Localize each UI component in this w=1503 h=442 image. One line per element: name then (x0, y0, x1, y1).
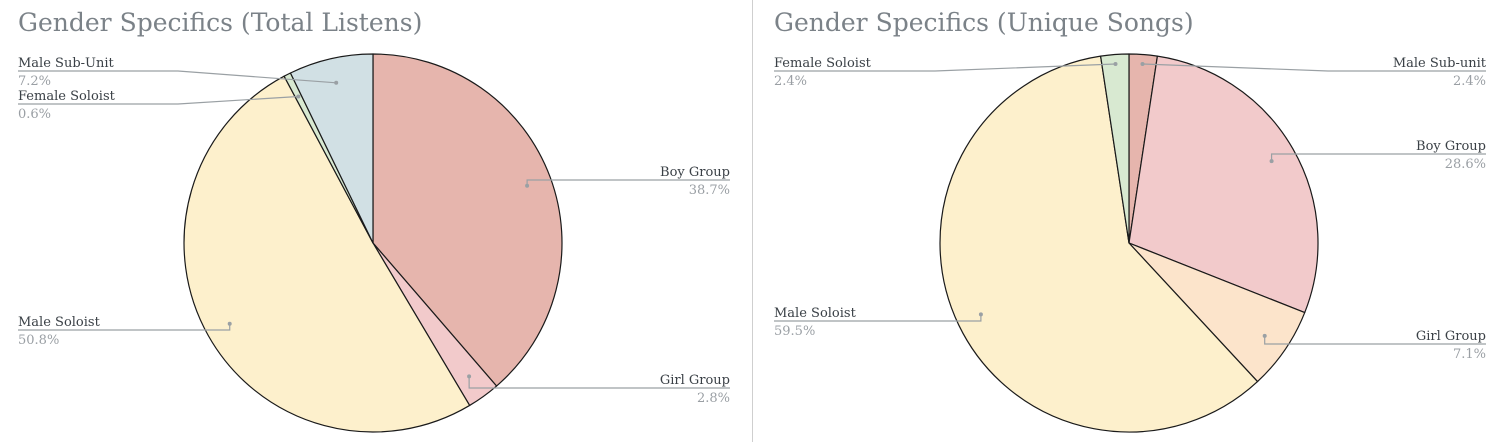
slice-name-label: Female Soloist (18, 89, 116, 104)
slice-name-label: Girl Group (660, 373, 730, 388)
leader-line (1142, 63, 1486, 72)
leader-dot (1140, 62, 1145, 66)
leader-dot (227, 321, 232, 326)
leader-line (1264, 335, 1486, 345)
leader-dot (334, 80, 339, 85)
leader-line (468, 376, 730, 389)
slice-name-label: Boy Group (660, 165, 730, 180)
leader-dot (467, 374, 472, 379)
slice-value-label: 50.8% (18, 333, 59, 348)
chart-title: Gender Specifics (Unique Songs) (774, 8, 1194, 37)
leader-dot (1262, 333, 1267, 338)
slice-label-female-soloist: Female Soloist 0.6% (18, 89, 301, 122)
leader-line (1270, 153, 1486, 162)
pie-slice-boy-group (372, 53, 563, 387)
slice-name-label: Male Sub-unit (1393, 56, 1487, 71)
leader-line (18, 95, 299, 105)
slice-label-male-soloist: Male Soloist 50.8% (18, 315, 232, 348)
slice-value-label: 59.5% (774, 324, 815, 339)
slice-value-label: 2.4% (774, 74, 807, 89)
chart-panel-total-listens: Gender Specifics (Total Listens) Boy Gro… (18, 8, 730, 433)
pie-slice-female-soloist (1100, 53, 1130, 244)
leader-line (18, 70, 337, 84)
slice-label-male-sub-unit: Male Sub-Unit 7.2% (18, 56, 339, 89)
slice-label-female-soloist: Female Soloist 2.4% (774, 56, 1118, 89)
slice-name-label: Male Sub-Unit (18, 56, 115, 71)
pie-chart-total-listens: Boy Group 38.7% Girl Group 2.8% Male Soloist… (18, 53, 730, 433)
leader-dot (1269, 159, 1274, 164)
slice-name-label: Male Soloist (774, 306, 857, 321)
slice-value-label: 2.8% (697, 391, 730, 406)
slice-value-label: 2.4% (1453, 74, 1486, 89)
slice-label-boy-group: Boy Group 38.7% (525, 165, 730, 198)
pie-chart-unique-songs: Male Sub-unit 2.4% Boy Group 28.6% Girl Grou… (774, 53, 1487, 433)
pie-slice-male-soloist (939, 55, 1259, 433)
leader-line (18, 323, 231, 331)
slice-label-girl-group: Girl Group 2.8% (467, 373, 730, 406)
slice-value-label: 28.6% (1445, 157, 1486, 172)
pie-slice-male-soloist (183, 75, 471, 433)
leader-dot (1113, 62, 1118, 66)
slice-label-male-sub-unit: Male Sub-unit 2.4% (1140, 56, 1487, 89)
slice-label-male-soloist: Male Soloist 59.5% (774, 306, 983, 339)
slice-name-label: Girl Group (1416, 329, 1486, 344)
chart-panel-unique-songs: Gender Specifics (Unique Songs) Male Sub… (753, 0, 1503, 442)
leader-line (774, 63, 1116, 72)
slice-label-girl-group: Girl Group 7.1% (1262, 329, 1486, 362)
pie-slice-male-sub-unit (289, 53, 374, 244)
slice-name-label: Male Soloist (18, 315, 101, 330)
slice-label-boy-group: Boy Group 28.6% (1269, 139, 1486, 172)
leader-dot (525, 183, 530, 188)
pie-slice-boy-group (1128, 55, 1319, 314)
slice-name-label: Boy Group (1416, 139, 1486, 154)
slice-value-label: 7.1% (1453, 347, 1486, 362)
panel-divider (752, 0, 753, 442)
slice-name-label: Female Soloist (774, 56, 872, 71)
chart-title: Gender Specifics (Total Listens) (18, 8, 423, 37)
slice-value-label: 7.2% (18, 74, 51, 89)
slice-value-label: 0.6% (18, 107, 51, 122)
leader-line (774, 314, 982, 322)
leader-dot (978, 312, 983, 317)
leader-dot (296, 94, 301, 99)
slice-value-label: 38.7% (689, 183, 730, 198)
